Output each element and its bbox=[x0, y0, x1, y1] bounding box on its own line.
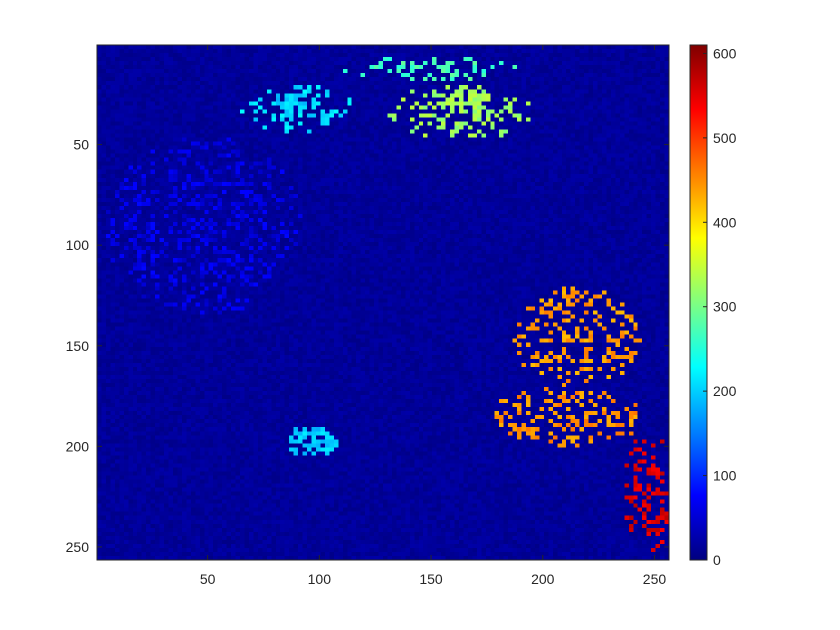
colorbar-tick-label: 500 bbox=[713, 130, 737, 146]
colorbar-tick-label: 0 bbox=[713, 552, 721, 568]
axes-frame bbox=[96, 44, 670, 561]
x-tick-label: 50 bbox=[200, 571, 216, 587]
y-tick-label: 250 bbox=[66, 539, 90, 555]
x-axis: 50 100 150 200 250 bbox=[200, 45, 667, 587]
colorbar-tick-label: 600 bbox=[713, 45, 737, 61]
x-tick-label: 100 bbox=[308, 571, 332, 587]
heatmap-image bbox=[97, 45, 669, 560]
colorbar-gradient bbox=[689, 44, 708, 561]
y-tick-label: 200 bbox=[66, 438, 90, 454]
y-tick-label: 50 bbox=[73, 137, 89, 153]
y-tick-label: 100 bbox=[66, 237, 90, 253]
colorbar-tick-label: 100 bbox=[713, 468, 737, 484]
x-tick-label: 250 bbox=[643, 571, 667, 587]
x-tick-label: 200 bbox=[531, 571, 555, 587]
heatmap-pixels bbox=[97, 45, 669, 560]
y-tick-label: 150 bbox=[66, 338, 90, 354]
x-tick-label: 150 bbox=[419, 571, 443, 587]
colorbar-tick-label: 300 bbox=[713, 299, 737, 315]
colorbar: 0 100 200 300 400 500 600 bbox=[689, 44, 737, 568]
y-axis: 50 100 150 200 250 bbox=[66, 137, 669, 555]
colorbar-tick-label: 400 bbox=[713, 214, 737, 230]
colorbar-tick-label: 200 bbox=[713, 383, 737, 399]
